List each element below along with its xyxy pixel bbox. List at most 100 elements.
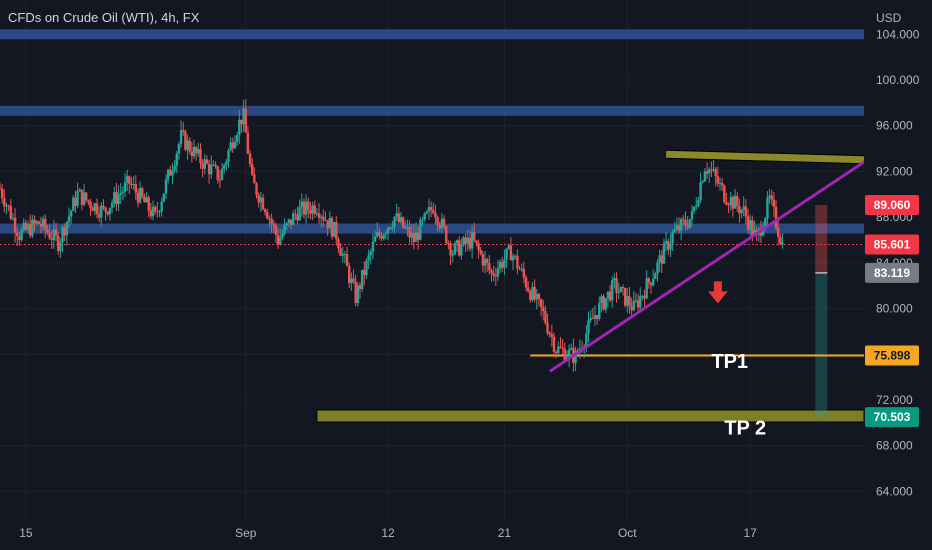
candle-body — [348, 266, 351, 283]
candle-body — [296, 214, 299, 221]
candle-body — [662, 243, 666, 264]
candle-body — [229, 142, 232, 151]
candle-body — [87, 200, 90, 202]
candle-body — [701, 181, 704, 183]
symbol-title[interactable]: CFDs on Crude Oil (WTI), 4h, FX — [8, 10, 200, 25]
candle-body — [434, 213, 437, 218]
candle-body — [69, 210, 73, 217]
candle-body — [388, 227, 392, 229]
candle-body — [117, 194, 120, 205]
candle-body — [356, 285, 360, 304]
candle-body — [104, 207, 107, 212]
price-tag-entry-value: 83.119 — [874, 266, 910, 280]
candle-body — [272, 223, 275, 226]
candle-body — [738, 206, 741, 214]
candle-body — [518, 268, 521, 270]
candle-body — [41, 218, 45, 227]
candle-body — [263, 209, 267, 213]
candle-body — [143, 196, 146, 203]
candle-body — [225, 161, 228, 166]
candle-body — [59, 242, 62, 251]
candle-body — [535, 293, 538, 300]
candle-body — [731, 197, 735, 209]
candle-body — [710, 169, 713, 171]
candle-body — [231, 142, 235, 149]
candle-body — [593, 315, 597, 319]
candle-body — [335, 221, 338, 240]
candle-body — [31, 219, 34, 236]
candle-body — [479, 249, 482, 254]
candle-body — [708, 169, 711, 174]
candle-body — [692, 206, 696, 212]
candle-body — [436, 217, 439, 225]
candle-body — [766, 197, 769, 219]
resistance-segment — [666, 150, 874, 164]
candle-body — [634, 300, 638, 302]
candle-body — [470, 232, 474, 249]
candle-body — [537, 293, 541, 300]
candle-body — [587, 320, 590, 334]
candle-body — [548, 333, 551, 335]
candle-body — [621, 286, 625, 288]
candle-body — [718, 182, 722, 184]
candle-body — [419, 219, 422, 240]
candle-body — [725, 202, 728, 205]
candle-body — [427, 207, 431, 212]
candle-body — [220, 168, 224, 180]
candle-body — [22, 222, 25, 230]
candle-body — [326, 220, 329, 229]
candle-body — [182, 130, 185, 132]
candle-body — [251, 164, 254, 175]
candle-body — [259, 197, 263, 203]
candle-body — [130, 183, 133, 185]
candle-body — [274, 225, 278, 235]
candle-body — [589, 318, 592, 321]
candle-body — [647, 278, 651, 283]
candle-body — [511, 256, 515, 261]
candle-body — [78, 189, 81, 192]
price-tags: 89.060 85.601 83.119 75.898 70.503 — [865, 195, 919, 428]
candle-body — [602, 296, 605, 310]
candle-body — [197, 149, 200, 154]
candle-body — [664, 241, 668, 244]
candle-body — [496, 268, 500, 277]
candle-body — [401, 217, 405, 228]
candle-body — [682, 219, 685, 221]
candle-body — [425, 211, 429, 214]
candle-body — [485, 259, 489, 264]
candle-body — [93, 203, 97, 211]
candle-body — [18, 236, 21, 240]
candle-body — [546, 322, 549, 334]
candle-body — [50, 238, 53, 241]
candle-body — [412, 232, 416, 242]
candle-body — [550, 334, 554, 337]
short-position-tool[interactable] — [815, 205, 828, 418]
candle-body — [460, 244, 463, 256]
candle-body — [675, 225, 679, 230]
candle-body — [145, 197, 148, 203]
reference-lines — [0, 244, 864, 357]
candle-body — [332, 221, 336, 237]
candle-body — [54, 229, 58, 236]
candle-body — [7, 205, 10, 207]
candle-body — [399, 217, 403, 223]
candle-body — [395, 213, 398, 217]
candle-body — [742, 206, 745, 210]
candle-body — [151, 206, 155, 217]
candle-body — [128, 176, 131, 184]
candle-body — [391, 227, 394, 229]
candle-body — [727, 204, 730, 206]
x-tick-label: 21 — [498, 526, 512, 540]
candle-body — [494, 275, 498, 277]
candle-body — [552, 336, 556, 352]
candle-body — [113, 192, 116, 204]
candle-body — [307, 201, 310, 210]
candle-body — [397, 213, 401, 223]
candle-body — [365, 260, 368, 276]
candle-body — [283, 225, 286, 234]
zone-band — [0, 105, 864, 116]
candle-body — [733, 195, 737, 209]
candle-body — [46, 229, 49, 233]
candle-body — [464, 237, 467, 244]
